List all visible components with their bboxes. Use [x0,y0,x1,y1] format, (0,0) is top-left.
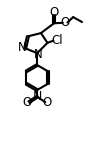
Text: N: N [34,48,43,61]
Text: N: N [32,90,42,103]
Text: O: O [43,96,52,109]
Text: O: O [22,96,32,109]
Text: N: N [18,41,27,54]
Text: O: O [61,16,70,29]
Text: O: O [49,6,59,19]
Text: Cl: Cl [52,34,63,47]
